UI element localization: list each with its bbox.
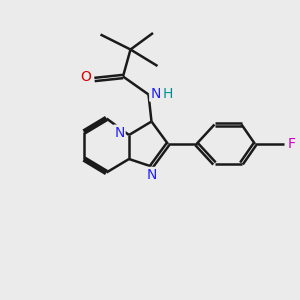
Text: F: F bbox=[288, 137, 296, 151]
Text: N: N bbox=[146, 168, 157, 182]
Text: N: N bbox=[150, 87, 161, 100]
Text: N: N bbox=[114, 126, 124, 140]
Text: O: O bbox=[81, 70, 92, 84]
Text: H: H bbox=[162, 87, 172, 100]
